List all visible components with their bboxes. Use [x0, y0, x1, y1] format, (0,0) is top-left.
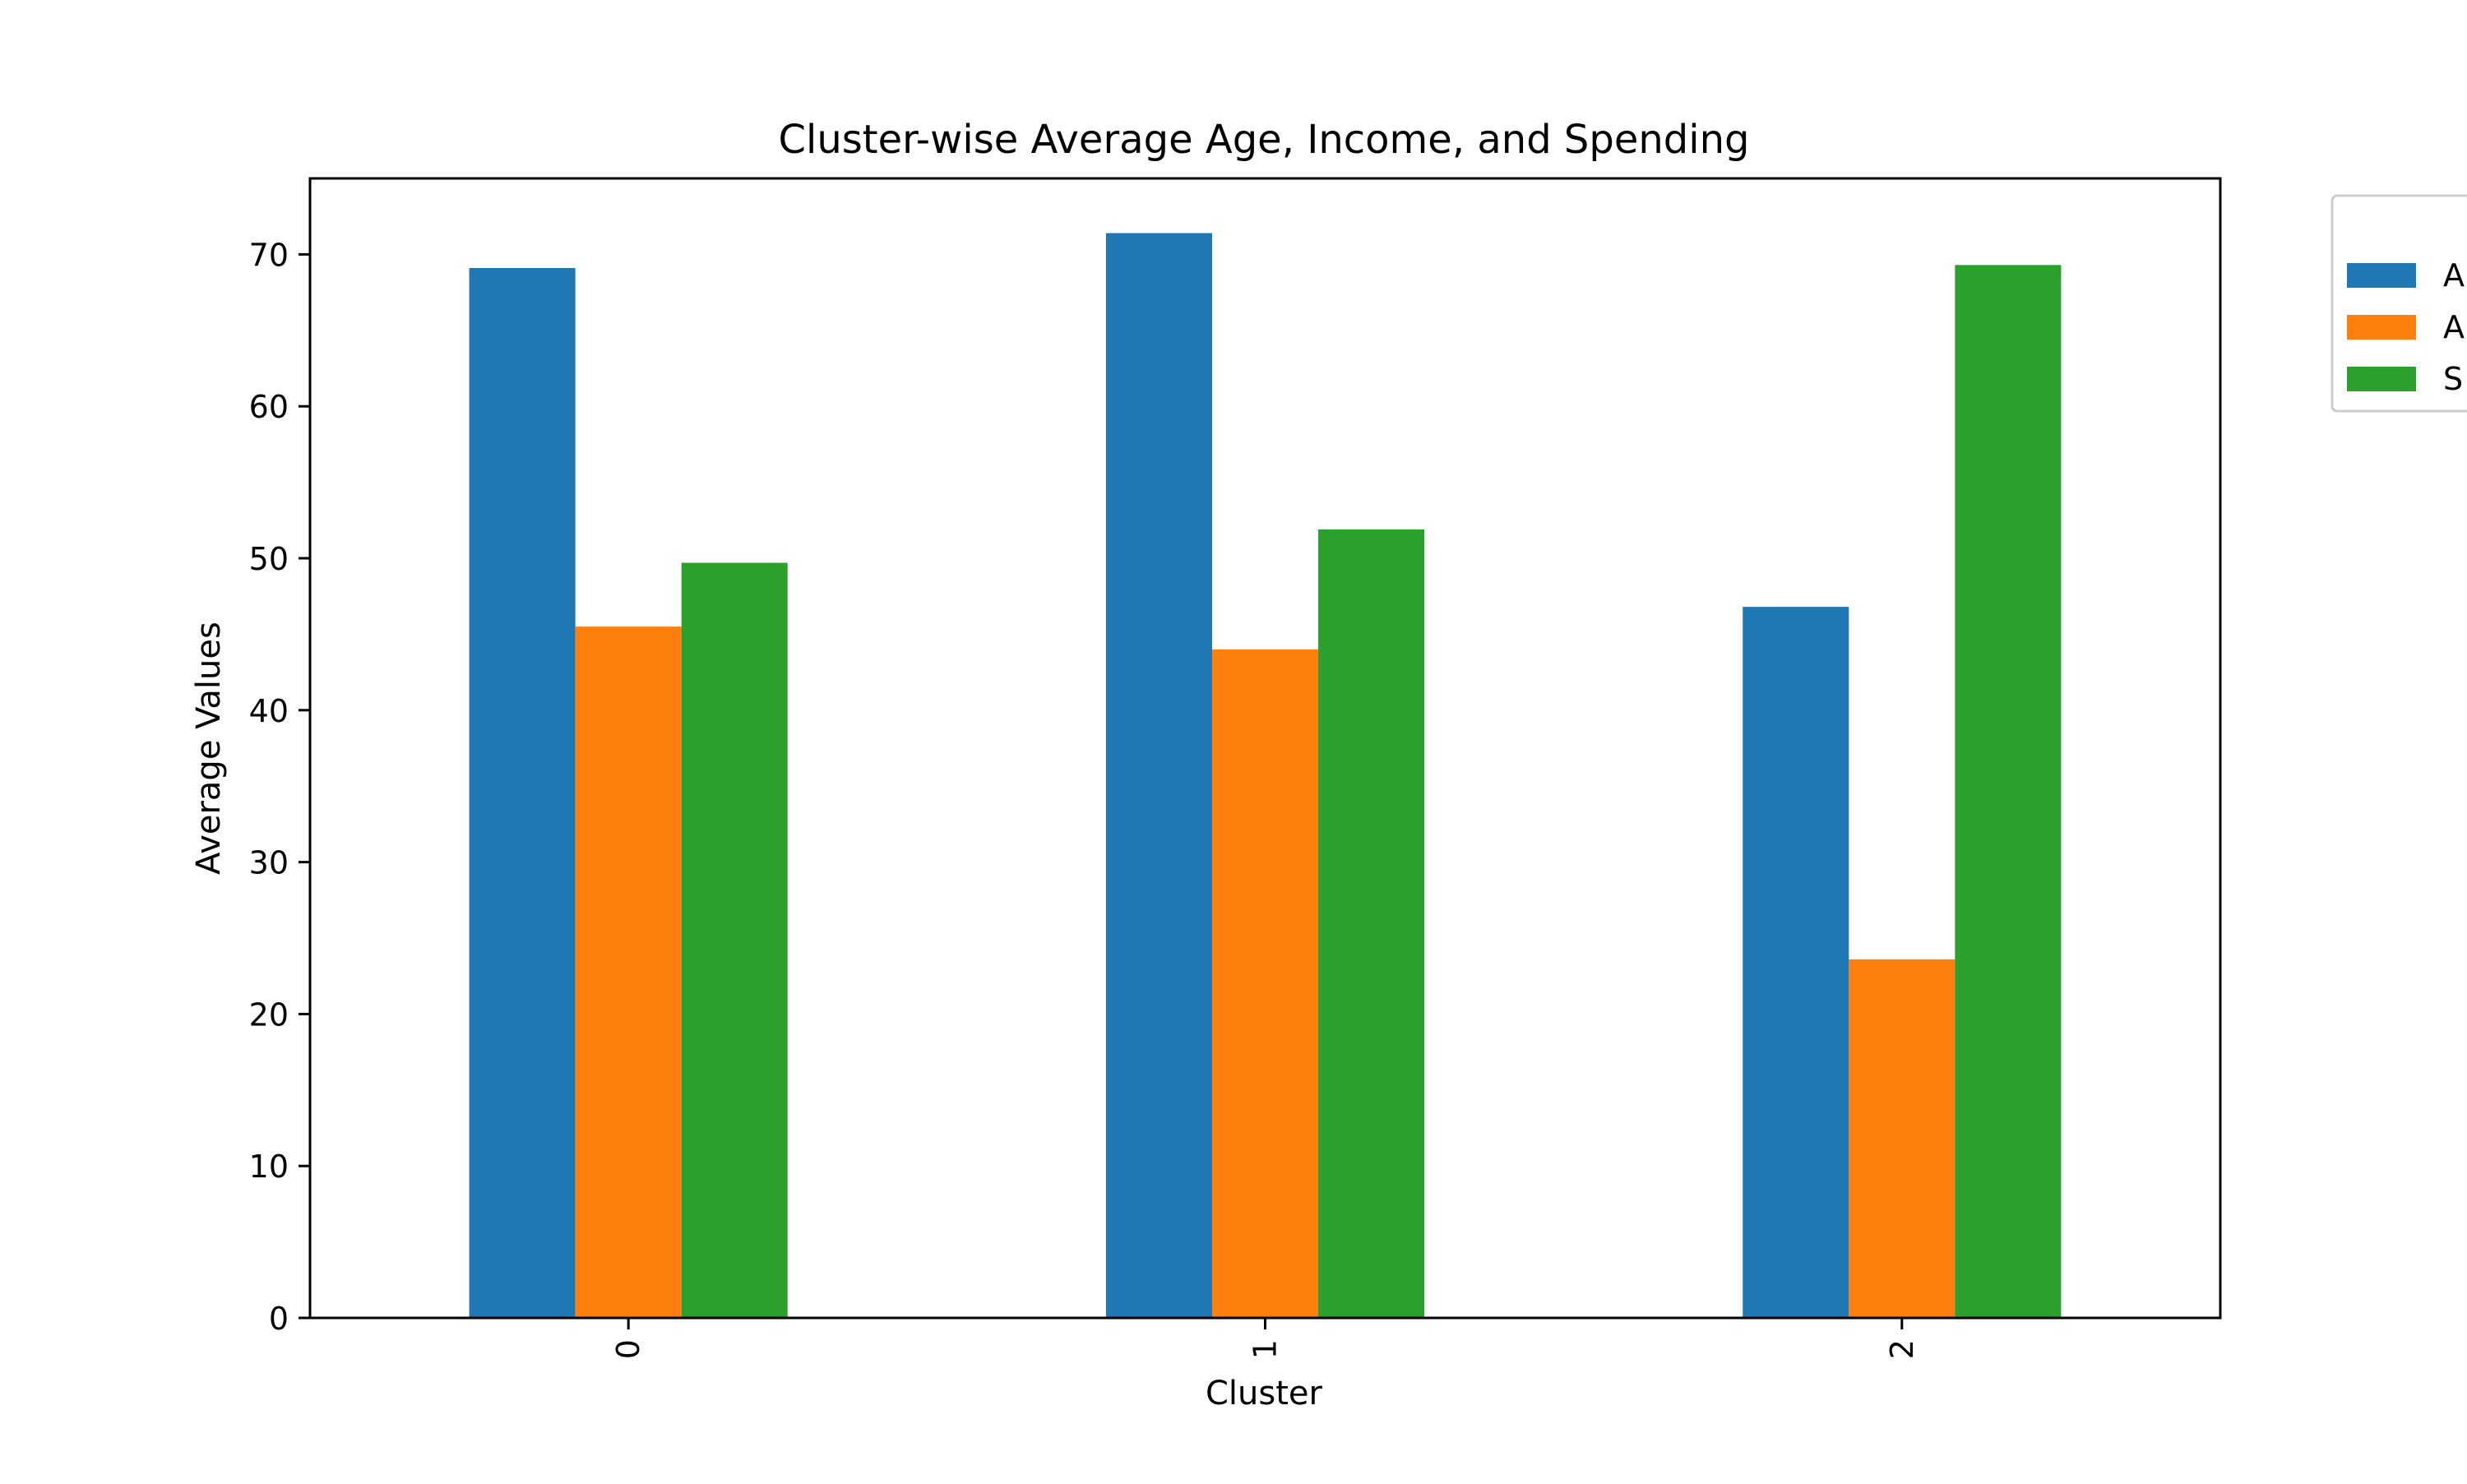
legend-swatch — [2347, 315, 2416, 340]
bar-series-0-cluster-0 — [469, 268, 576, 1318]
y-axis-label: Average Values — [190, 622, 228, 875]
y-tick-label: 70 — [249, 237, 289, 273]
bar-series-0-cluster-2 — [1743, 607, 1849, 1318]
legend-entries: AAS — [2347, 257, 2465, 397]
y-tick-label: 60 — [249, 389, 289, 425]
legend-label: S — [2443, 361, 2463, 397]
bar-series-1-cluster-1 — [1211, 649, 1319, 1318]
legend-frame — [2330, 194, 2467, 413]
legend-label: A — [2443, 257, 2465, 294]
chart-title: Cluster-wise Average Age, Income, and Sp… — [778, 117, 1749, 163]
legend-swatch — [2347, 263, 2416, 288]
bar-series-1-cluster-2 — [1849, 959, 1956, 1318]
bars-layer — [469, 233, 2062, 1319]
y-tick-label: 50 — [249, 541, 289, 577]
x-tick-label: 2 — [1884, 1339, 1920, 1359]
legend-swatch — [2347, 367, 2416, 391]
bar-series-2-cluster-0 — [681, 562, 788, 1318]
bar-series-2-cluster-2 — [1955, 265, 2062, 1319]
plot-frame — [308, 177, 2222, 1320]
y-tick-label: 40 — [249, 693, 289, 729]
y-tick-label: 30 — [249, 845, 289, 881]
x-axis: 0 1 2 — [610, 1318, 1920, 1359]
y-tick-label: 0 — [269, 1301, 289, 1337]
legend: AAS — [2330, 194, 2467, 413]
y-tick-label: 10 — [249, 1149, 289, 1185]
y-tick-label: 20 — [249, 996, 289, 1033]
y-axis: 0 10 20 30 40 50 60 70 — [249, 237, 310, 1337]
bar-series-2-cluster-1 — [1318, 529, 1425, 1318]
x-tick-label: 0 — [610, 1339, 646, 1359]
bar-series-1-cluster-0 — [575, 626, 682, 1318]
x-axis-label: Cluster — [1206, 1375, 1323, 1412]
bar-series-0-cluster-1 — [1105, 233, 1212, 1318]
x-tick-label: 1 — [1247, 1339, 1284, 1359]
legend-label: A — [2443, 309, 2465, 345]
